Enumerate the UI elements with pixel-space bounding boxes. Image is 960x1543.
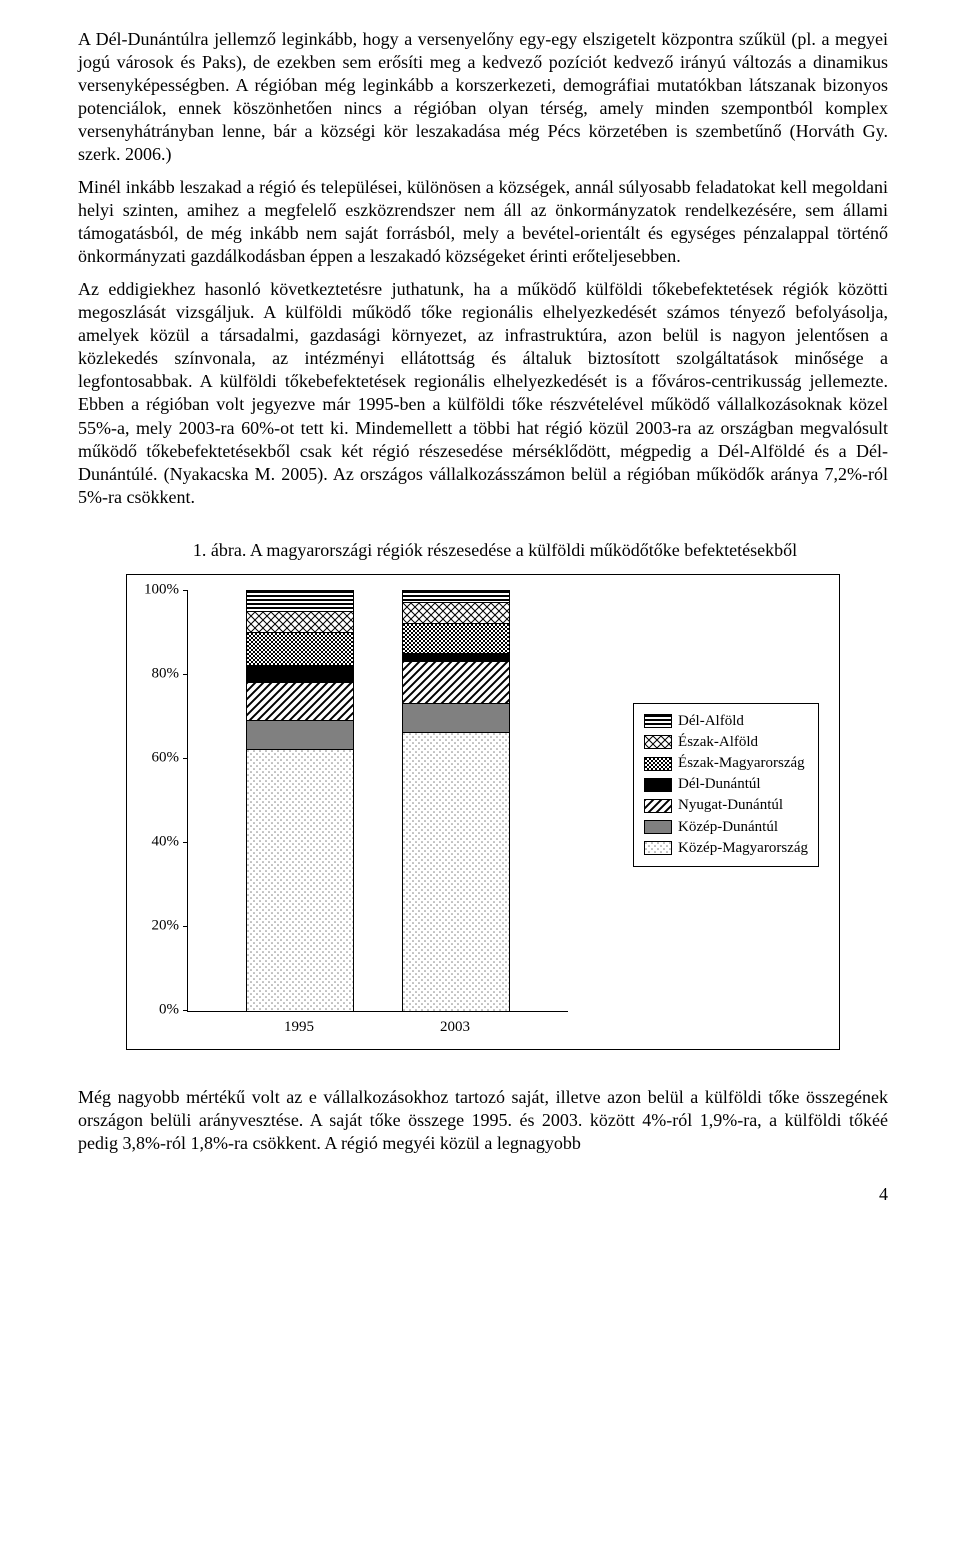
bar-segment <box>247 591 353 612</box>
y-tick-label: 40% <box>152 833 180 852</box>
x-tick-label: 1995 <box>246 1018 352 1037</box>
page: A Dél-Dunántúlra jellemző leginkább, hog… <box>0 0 960 1246</box>
paragraph-1: A Dél-Dunántúlra jellemző leginkább, hog… <box>78 28 888 166</box>
legend-label: Közép-Dunántúl <box>678 818 778 837</box>
y-axis: 0%20%40%60%80%100% <box>135 591 187 1011</box>
legend: Dél-Alföld Észak-Alföld Észak-Magyarország… <box>633 703 819 867</box>
legend-label: Észak-Magyarország <box>678 754 805 773</box>
legend-swatch <box>644 714 672 728</box>
bar-segment <box>403 624 509 653</box>
bar-segment <box>403 654 509 662</box>
bar-segment <box>247 666 353 683</box>
x-axis: 1995 2003 <box>187 1012 567 1037</box>
figure-caption: 1. ábra. A magyarországi régiók részesed… <box>78 539 888 562</box>
paragraph-4: Még nagyobb mértékű volt az e vállalkozá… <box>78 1086 888 1155</box>
legend-item: Nyugat-Dunántúl <box>644 796 808 815</box>
bar-segment <box>403 591 509 604</box>
bar-segment <box>403 733 509 1010</box>
page-number: 4 <box>78 1183 888 1206</box>
legend-item: Dél-Alföld <box>644 712 808 731</box>
legend-swatch <box>644 841 672 855</box>
bar-segment <box>247 721 353 750</box>
stacked-bar-chart: 0% 20% 40% 60% 80% 100% 1995 2003 Dél-Alföld És… <box>126 574 840 1050</box>
legend-label: Észak-Alföld <box>678 733 758 752</box>
legend-item: Észak-Magyarország <box>644 754 808 773</box>
bar-segment <box>247 612 353 633</box>
bar-segment <box>247 633 353 667</box>
legend-swatch <box>644 757 672 771</box>
legend-label: Dél-Alföld <box>678 712 744 731</box>
bar-segment <box>403 603 509 624</box>
y-tick-label: 20% <box>152 917 180 936</box>
legend-item: Közép-Dunántúl <box>644 818 808 837</box>
paragraph-3: Az eddigiekhez hasonló következtetésre j… <box>78 278 888 508</box>
bar-segment <box>247 750 353 1010</box>
paragraph-2: Minél inkább leszakad a régió és települ… <box>78 176 888 268</box>
bar-segment <box>403 704 509 733</box>
x-tick-label: 2003 <box>402 1018 508 1037</box>
legend-swatch <box>644 820 672 834</box>
bars-container <box>188 591 568 1011</box>
y-tick-label: 80% <box>152 665 180 684</box>
y-tick-label: 0% <box>159 1001 179 1020</box>
y-tick-label: 60% <box>152 749 180 768</box>
legend-item: Észak-Alföld <box>644 733 808 752</box>
legend-swatch <box>644 735 672 749</box>
bar-1995 <box>247 591 353 1011</box>
bar-segment <box>403 662 509 704</box>
legend-item: Közép-Magyarország <box>644 839 808 858</box>
legend-label: Dél-Dunántúl <box>678 775 760 794</box>
y-tick-label: 100% <box>144 581 179 600</box>
legend-swatch <box>644 778 672 792</box>
plot <box>187 591 568 1012</box>
legend-label: Közép-Magyarország <box>678 839 808 858</box>
legend-item: Dél-Dunántúl <box>644 775 808 794</box>
legend-label: Nyugat-Dunántúl <box>678 796 783 815</box>
legend-swatch <box>644 799 672 813</box>
bar-segment <box>247 683 353 721</box>
bar-2003 <box>403 591 509 1011</box>
